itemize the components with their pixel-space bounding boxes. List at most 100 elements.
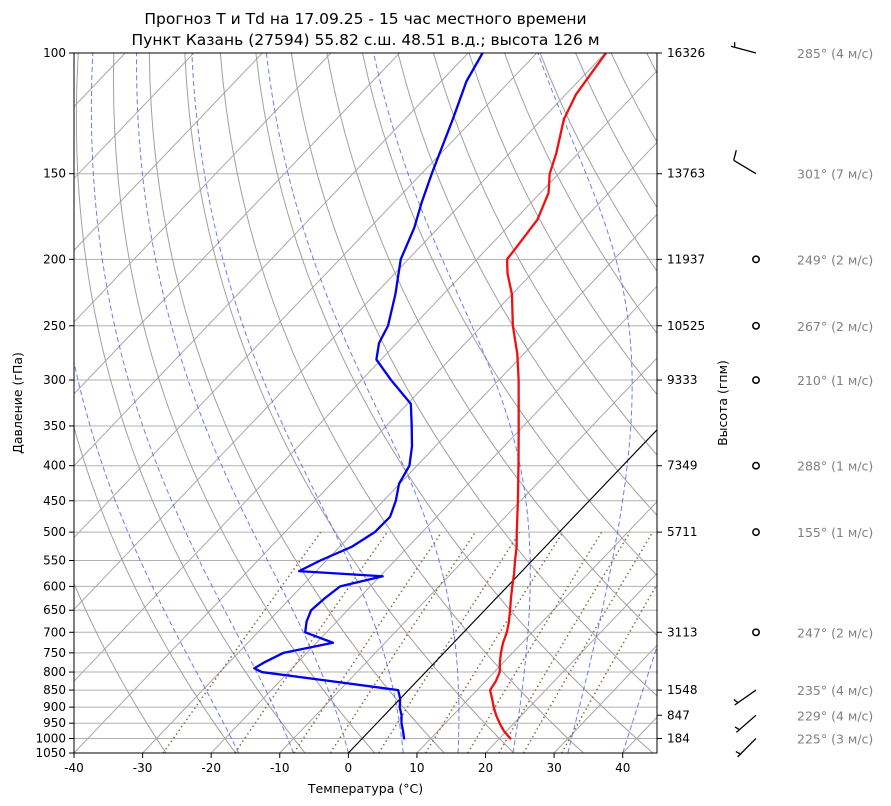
height-tick-label: 10525 [667, 319, 705, 333]
y-tick-label: 850 [43, 683, 66, 697]
mixing-ratio-line [561, 582, 657, 753]
dry-adiabat [433, 53, 657, 456]
mixing-ratio-line [467, 531, 603, 753]
y-tick-label: 550 [43, 554, 66, 568]
height-tick-label: 16326 [667, 46, 705, 60]
dry-adiabat [326, 53, 657, 637]
wind-label: 210° (1 м/с) [797, 373, 873, 388]
mixing-ratio-lines [162, 531, 657, 753]
barb-half-flag [733, 698, 739, 704]
height-tick-label: 13763 [667, 167, 705, 181]
dry-adiabat [255, 53, 654, 753]
dry-adiabat [718, 53, 891, 753]
y-tick-label: 900 [43, 700, 66, 714]
wind-label: 288° (1 м/с) [797, 459, 873, 474]
dry-adiabat [504, 53, 657, 335]
calm-circle [752, 321, 760, 330]
wind-label: 301° (7 м/с) [797, 167, 873, 182]
height-tick-label: 184 [667, 731, 690, 745]
y-tick-label: 1050 [35, 746, 66, 760]
x-tick-label: 0 [345, 761, 353, 775]
chart-title: Прогноз T и Td на 17.09.25 - 15 час мест… [144, 10, 586, 28]
dry-adiabat [184, 53, 515, 753]
y-tick-label: 100 [43, 46, 66, 60]
y-tick-label: 800 [43, 665, 66, 679]
height-axis-label: Высота (гпм) [715, 360, 730, 446]
dewpoint-line [253, 53, 484, 740]
y-tick-label: 1000 [35, 731, 66, 745]
moist-adiabat [136, 53, 349, 753]
y-tick-label: 500 [43, 525, 66, 539]
moist-adiabat [191, 53, 404, 753]
moist-adiabat [622, 644, 657, 753]
plot-area [74, 53, 891, 753]
mixing-ratio-line [329, 531, 476, 753]
isotherm-line [485, 572, 657, 753]
isobar-grid [74, 53, 657, 753]
y-axis-label: Давление (гПа) [10, 352, 25, 454]
calm-circle [752, 255, 760, 264]
isotherm-line [347, 429, 657, 753]
wind-label: 155° (1 м/с) [797, 525, 873, 540]
barb-flag [733, 150, 737, 161]
height-tick-label: 7349 [667, 459, 698, 473]
y-tick-label: 600 [43, 579, 66, 593]
height-tick-label: 5711 [667, 525, 698, 539]
isotherm-line [142, 213, 657, 753]
x-tick-label: 20 [478, 761, 493, 775]
dry-adiabat [219, 53, 584, 753]
dry-adiabat [646, 53, 657, 75]
wind-barb: 235° (4 м/с) [733, 683, 873, 706]
wind-barb: 210° (1 м/с) [752, 373, 873, 388]
wind-barb: 247° (2 м/с) [752, 625, 873, 640]
moist-adiabat [373, 53, 531, 753]
isotherm-line [74, 69, 657, 682]
wind-label: 267° (2 м/с) [797, 319, 873, 334]
calm-circle [752, 461, 760, 470]
height-tick-label: 9333 [667, 373, 698, 387]
calm-circle [752, 628, 760, 637]
x-tick-label: -20 [201, 761, 221, 775]
wind-label: 229° (4 м/с) [797, 708, 873, 723]
isotherm-line [74, 141, 657, 753]
wind-label: 249° (2 м/с) [797, 252, 873, 267]
y-axis-right: 16326 13763 11937 10525 9333 7349 5711 3113 1548… [657, 46, 705, 745]
wind-barb: 249° (2 м/с) [752, 252, 873, 267]
height-tick-label: 11937 [667, 252, 705, 266]
x-axis: -40 -30 -20 -10 0 10 20 30 40 [64, 753, 630, 775]
dry-adiabat [468, 53, 657, 396]
isotherm-line [74, 53, 400, 395]
isotherm-line [74, 53, 606, 611]
mixing-ratio-line [498, 531, 631, 753]
plot-frame [73, 52, 658, 754]
moist-adiabat [74, 360, 240, 753]
mixing-ratio-line [293, 531, 443, 753]
zero-isotherm [347, 429, 657, 753]
barb-half-flag [735, 750, 741, 755]
wind-barb: 225° (3 м/с) [735, 731, 873, 758]
dry-adiabat [753, 53, 891, 753]
barb-shaft [733, 159, 757, 175]
x-tick-label: -40 [64, 761, 84, 775]
y-tick-label: 200 [43, 252, 66, 266]
isotherm-line [74, 53, 195, 180]
dry-adiabat [74, 582, 167, 753]
y-tick-label: 400 [43, 459, 66, 473]
y-tick-label: 150 [43, 167, 66, 181]
isotherm-line [74, 53, 332, 323]
moist-adiabat [265, 53, 460, 753]
y-tick-label: 750 [43, 646, 66, 660]
isotherm-line [74, 53, 538, 539]
dry-adiabat [397, 53, 657, 516]
isotherm-line [416, 500, 657, 753]
mixing-ratio-line [234, 531, 388, 753]
temperature-line [488, 53, 608, 740]
isotherm-line [210, 285, 657, 753]
calm-circle [752, 376, 760, 385]
moist-adiabat [537, 53, 633, 753]
wind-barb: 155° (1 м/с) [752, 525, 873, 540]
isotherm-line [622, 716, 657, 753]
isotherm-grid [74, 53, 657, 753]
y-tick-label: 300 [43, 373, 66, 387]
